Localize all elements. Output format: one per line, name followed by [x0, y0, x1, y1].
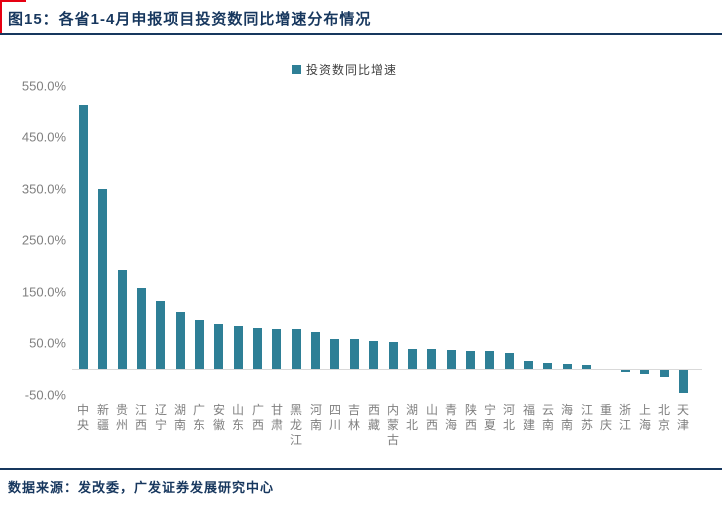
- bar-西藏: [369, 341, 378, 369]
- y-axis-tick-label: 450.0%: [21, 129, 66, 145]
- bar-北京: [660, 370, 669, 377]
- x-axis-category-label: 山东: [231, 403, 244, 432]
- x-axis-category-label: 贵州: [115, 403, 128, 432]
- figure-title: 图15：各省1-4月申报项目投资数同比增速分布情况: [8, 11, 372, 28]
- x-axis-category-label: 宁夏: [483, 403, 496, 432]
- bar-江苏: [582, 365, 591, 369]
- bar-四川: [330, 339, 339, 369]
- bar-广西: [253, 328, 262, 369]
- bar-湖北: [408, 349, 417, 369]
- x-axis-category-label: 广东: [192, 403, 205, 432]
- title-divider: [0, 33, 722, 35]
- x-axis-category-label: 吉林: [347, 403, 360, 432]
- x-axis-category-label: 江苏: [580, 403, 593, 432]
- x-axis-category-label: 安徽: [212, 403, 225, 432]
- bar-天津: [679, 370, 688, 393]
- legend-label: 投资数同比增速: [306, 63, 398, 77]
- bar-吉林: [350, 339, 359, 369]
- x-axis-category-label: 湖北: [405, 403, 418, 432]
- bar-河北: [505, 353, 514, 369]
- y-axis-tick-label: 50.0%: [29, 335, 66, 351]
- bar-山西: [427, 349, 436, 369]
- bar-黑龙江: [292, 329, 301, 369]
- bar-海南: [563, 364, 572, 369]
- bar-甘肃: [272, 329, 281, 369]
- bar-福建: [524, 361, 533, 369]
- x-axis-category-label: 北京: [657, 403, 670, 432]
- y-axis-tick-label: 550.0%: [21, 78, 66, 94]
- x-axis-category-label: 上海: [638, 403, 651, 432]
- x-axis-category-label: 辽宁: [154, 403, 167, 432]
- x-axis-category-label: 福建: [522, 403, 535, 432]
- bar-河南: [311, 332, 320, 369]
- bar-陕西: [466, 351, 475, 369]
- x-axis-category-label: 中央: [76, 403, 89, 432]
- legend-swatch-icon: [292, 65, 301, 74]
- x-axis-category-label: 内蒙古: [386, 403, 399, 447]
- bar-中央: [79, 105, 88, 369]
- x-axis-category-label: 江西: [134, 403, 147, 432]
- x-axis-category-label: 河北: [502, 403, 515, 432]
- bar-辽宁: [156, 301, 165, 369]
- y-axis-tick-label: 350.0%: [21, 181, 66, 197]
- x-axis-category-label: 陕西: [464, 403, 477, 432]
- bar-上海: [640, 370, 649, 374]
- y-axis-tick-label: 150.0%: [21, 284, 66, 300]
- y-axis-tick-label: -50.0%: [24, 387, 66, 403]
- chart-legend: 投资数同比增速: [292, 61, 397, 78]
- x-axis-baseline: [72, 369, 702, 370]
- x-axis-category-label: 山西: [425, 403, 438, 432]
- x-axis-category-label: 海南: [560, 403, 573, 432]
- data-source-note: 数据来源：发改委，广发证券发展研究中心: [8, 480, 275, 495]
- bar-青海: [447, 350, 456, 369]
- footer-divider: [0, 468, 722, 470]
- bar-安徽: [214, 324, 223, 369]
- bar-宁夏: [485, 351, 494, 369]
- x-axis-category-label: 新疆: [96, 403, 109, 432]
- x-axis-category-label: 西藏: [367, 403, 380, 432]
- bar-山东: [234, 326, 243, 369]
- bar-江西: [137, 288, 146, 369]
- x-axis-category-label: 云南: [541, 403, 554, 432]
- x-axis-category-label: 湖南: [173, 403, 186, 432]
- x-axis-category-label: 四川: [328, 403, 341, 432]
- y-axis-tick-label: 250.0%: [21, 232, 66, 248]
- x-axis-category-label: 甘肃: [270, 403, 283, 432]
- x-axis-category-label: 广西: [251, 403, 264, 432]
- bar-浙江: [621, 370, 630, 372]
- x-axis-category-label: 黑龙江: [289, 403, 302, 447]
- x-axis-category-label: 河南: [309, 403, 322, 432]
- x-axis-category-label: 青海: [444, 403, 457, 432]
- bar-云南: [543, 363, 552, 369]
- red-corner-accent-top: [0, 0, 26, 2]
- red-corner-accent-left: [0, 0, 2, 33]
- x-axis-category-label: 天津: [676, 403, 689, 432]
- bar-新疆: [98, 189, 107, 369]
- x-axis-category-label: 重庆: [599, 403, 612, 432]
- bar-贵州: [118, 270, 127, 369]
- bar-湖南: [176, 312, 185, 369]
- bar-内蒙古: [389, 342, 398, 369]
- x-axis-category-label: 浙江: [618, 403, 631, 432]
- bar-广东: [195, 320, 204, 369]
